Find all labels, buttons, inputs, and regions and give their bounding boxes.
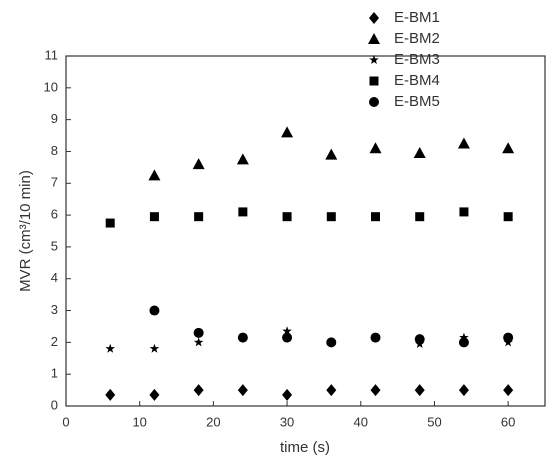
marker [105, 388, 116, 401]
marker [105, 218, 115, 228]
marker [236, 153, 249, 165]
marker [282, 212, 292, 222]
x-tick-label: 0 [62, 414, 69, 429]
legend-label: E-BM3 [394, 51, 440, 68]
marker [282, 332, 293, 343]
marker [369, 55, 379, 65]
marker [282, 388, 293, 401]
y-tick-label: 9 [51, 111, 58, 126]
marker [149, 343, 160, 353]
marker [325, 148, 338, 160]
marker [326, 212, 336, 222]
marker [148, 169, 161, 181]
marker [326, 337, 337, 348]
marker [193, 327, 204, 338]
y-tick-label: 2 [51, 334, 58, 349]
y-tick-label: 10 [44, 79, 58, 94]
y-tick-label: 1 [51, 366, 58, 381]
x-tick-label: 60 [501, 414, 515, 429]
marker [238, 207, 248, 217]
marker [194, 212, 204, 222]
legend-label: E-BM4 [394, 72, 440, 89]
legend-label: E-BM1 [394, 9, 440, 26]
y-tick-label: 8 [51, 143, 58, 158]
marker [457, 137, 470, 149]
marker [369, 76, 379, 86]
y-tick-label: 6 [51, 207, 58, 222]
marker [149, 305, 160, 316]
marker [281, 126, 294, 138]
plot-frame [65, 55, 546, 407]
x-tick-label: 20 [206, 414, 220, 429]
marker [369, 142, 382, 154]
marker [149, 212, 159, 222]
x-tick-label: 10 [132, 414, 146, 429]
y-tick-label: 11 [45, 47, 59, 62]
marker [503, 384, 514, 397]
marker [371, 212, 381, 222]
y-tick-label: 0 [51, 397, 58, 412]
marker [282, 326, 292, 336]
x-tick-label: 50 [427, 414, 441, 429]
x-tick-label: 30 [280, 414, 294, 429]
marker [237, 384, 248, 397]
marker [458, 384, 469, 397]
marker [414, 384, 425, 397]
marker [326, 384, 337, 397]
marker [193, 384, 204, 397]
marker [370, 384, 381, 397]
marker [415, 212, 425, 222]
y-tick-label: 7 [51, 175, 58, 190]
marker [149, 388, 160, 401]
marker [192, 158, 205, 170]
y-tick-label: 4 [51, 270, 58, 285]
legend-label: E-BM5 [394, 93, 440, 110]
marker [502, 142, 515, 154]
marker [369, 12, 379, 24]
marker [459, 332, 469, 342]
marker [370, 332, 381, 343]
legend-label: E-BM2 [394, 30, 440, 47]
y-axis-label: MVR (cm³/10 min) [17, 170, 34, 292]
marker [459, 207, 469, 217]
marker [237, 332, 248, 343]
marker [503, 212, 513, 222]
x-tick-label: 40 [354, 414, 368, 429]
y-tick-label: 5 [51, 238, 58, 253]
x-axis-label: time (s) [280, 439, 330, 456]
marker [105, 343, 115, 353]
marker [503, 332, 514, 343]
marker [458, 337, 469, 348]
marker [369, 97, 379, 107]
marker [368, 33, 380, 44]
marker [193, 337, 204, 347]
marker [414, 334, 425, 345]
marker [413, 147, 426, 159]
y-tick-label: 3 [51, 302, 58, 317]
